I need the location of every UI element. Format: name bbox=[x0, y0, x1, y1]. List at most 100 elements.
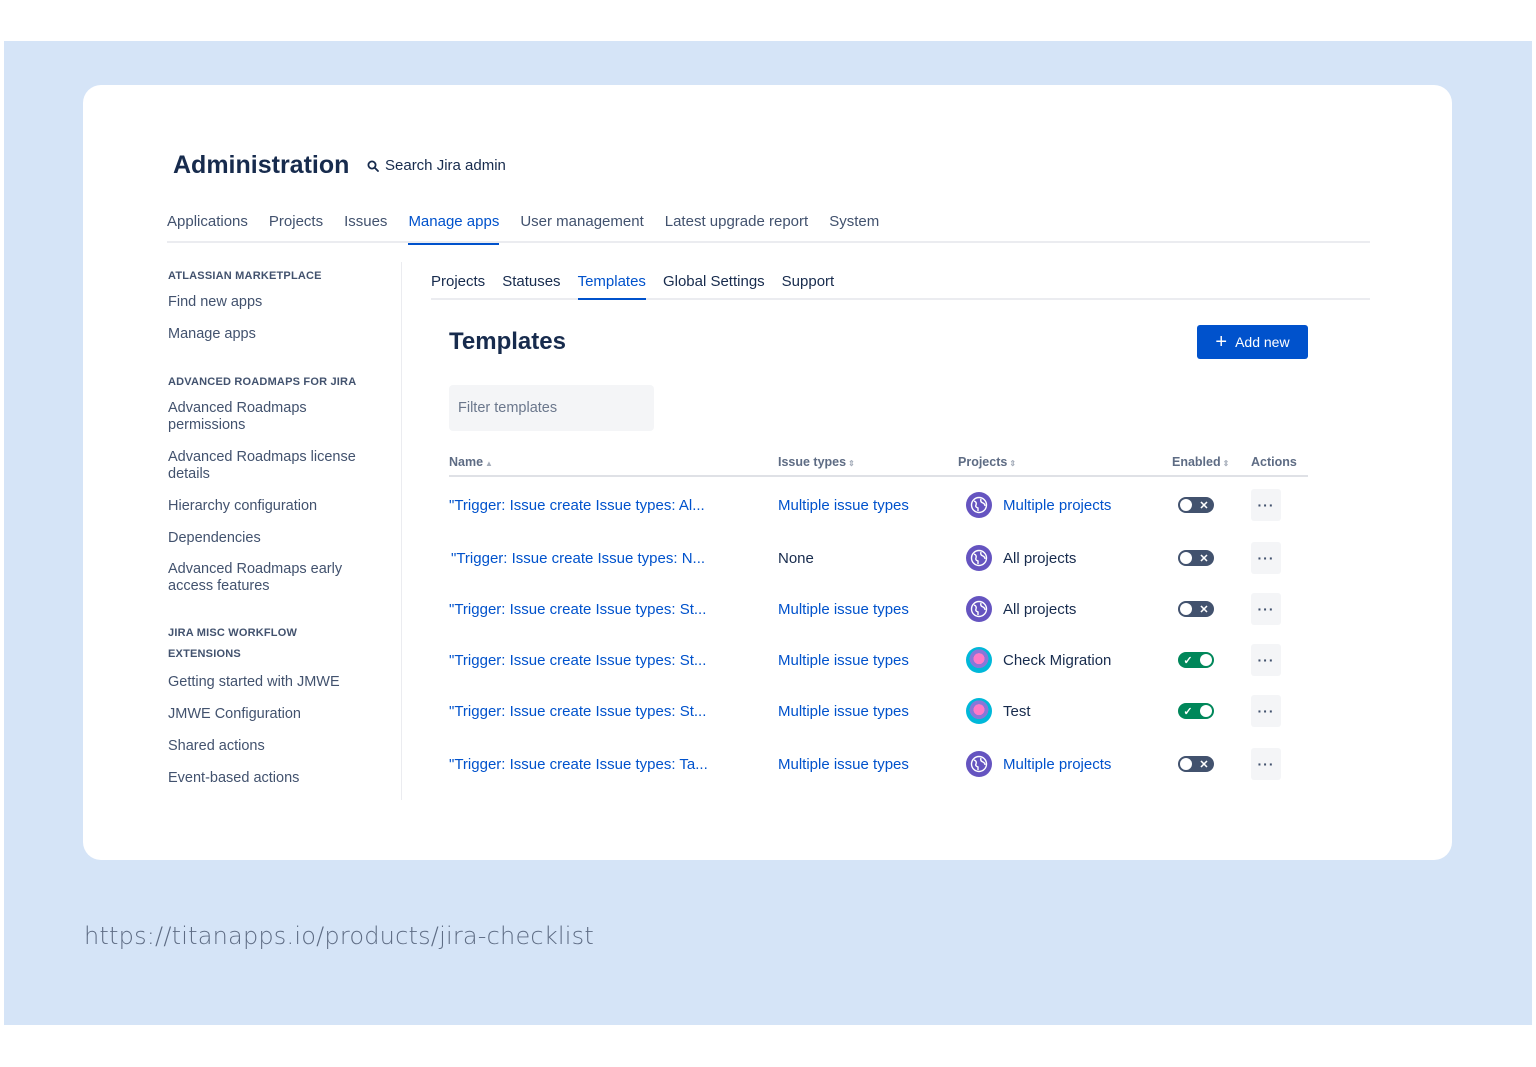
column-header-issue-types-label: Issue types bbox=[778, 455, 847, 469]
tab-projects[interactable]: Projects bbox=[268, 213, 324, 230]
more-actions-button[interactable]: ··· bbox=[1251, 748, 1281, 780]
subtab-projects[interactable]: Projects bbox=[431, 273, 486, 290]
template-name-link[interactable]: "Trigger: Issue create Issue types: Al..… bbox=[449, 496, 705, 514]
enabled-cell: ✕ bbox=[1178, 488, 1214, 522]
template-name-link[interactable]: "Trigger: Issue create Issue types: St..… bbox=[449, 702, 707, 720]
actions-cell: ··· bbox=[1251, 694, 1281, 728]
sidebar-item-hierarchy-configuration[interactable]: Hierarchy configuration bbox=[168, 498, 318, 514]
project-label: Test bbox=[1003, 702, 1031, 720]
enabled-toggle[interactable]: ✕ bbox=[1178, 497, 1214, 513]
enabled-toggle[interactable]: ✓ bbox=[1178, 652, 1214, 668]
sidebar-item-advanced-roadmaps-license-details[interactable]: Advanced Roadmaps license details bbox=[168, 449, 356, 482]
more-actions-button[interactable]: ··· bbox=[1251, 542, 1281, 574]
table-row: "Trigger: Issue create Issue types: Ta..… bbox=[449, 747, 1308, 781]
sidebar-item-find-new-apps[interactable]: Find new apps bbox=[168, 294, 263, 310]
enabled-toggle[interactable]: ✕ bbox=[1178, 601, 1214, 617]
tab-issues[interactable]: Issues bbox=[344, 213, 388, 230]
project-cell: All projects bbox=[966, 541, 1076, 575]
project-label: All projects bbox=[1003, 600, 1077, 618]
tab-latest-upgrade-report[interactable]: Latest upgrade report bbox=[664, 213, 809, 230]
sidebar-item-advanced-roadmaps-permissions[interactable]: Advanced Roadmaps permissions bbox=[168, 400, 307, 433]
filter-templates-input[interactable] bbox=[449, 385, 654, 431]
project-cell: All projects bbox=[966, 592, 1076, 626]
sidebar-item-getting-started-with-jmwe[interactable]: Getting started with JMWE bbox=[168, 674, 340, 690]
column-header-name[interactable]: Name ▲ bbox=[449, 455, 493, 469]
app-sub-nav: Projects Statuses Templates Global Settings… bbox=[431, 273, 1370, 300]
globe-icon bbox=[966, 492, 992, 518]
issue-types-cell[interactable]: Multiple issue types bbox=[778, 702, 909, 720]
search-icon bbox=[367, 160, 379, 172]
more-actions-button[interactable]: ··· bbox=[1251, 593, 1281, 625]
enabled-cell: ✕ bbox=[1178, 592, 1214, 626]
tab-system[interactable]: System bbox=[829, 213, 880, 230]
tab-manage-apps[interactable]: Manage apps bbox=[408, 213, 499, 245]
template-name-link[interactable]: "Trigger: Issue create Issue types: St..… bbox=[449, 600, 707, 618]
project-avatar-icon bbox=[966, 698, 992, 724]
column-header-issue-types[interactable]: Issue types ⇕ bbox=[778, 455, 855, 469]
template-name-link[interactable]: "Trigger: Issue create Issue types: Ta..… bbox=[449, 755, 708, 773]
subtab-templates[interactable]: Templates bbox=[577, 273, 647, 300]
add-new-label: Add new bbox=[1235, 334, 1290, 350]
project-cell: Test bbox=[966, 694, 1031, 728]
sidebar-item-manage-apps[interactable]: Manage apps bbox=[168, 326, 256, 342]
actions-cell: ··· bbox=[1251, 643, 1281, 677]
close-icon: ✕ bbox=[1199, 758, 1209, 771]
enabled-cell: ✓ bbox=[1178, 643, 1214, 677]
column-header-name-label: Name bbox=[449, 455, 484, 469]
source-url: https://titanapps.io/products/jira-check… bbox=[84, 922, 594, 950]
table-row: "Trigger: Issue create Issue types: St..… bbox=[449, 694, 1308, 728]
enabled-cell: ✓ bbox=[1178, 694, 1214, 728]
column-header-enabled-label: Enabled bbox=[1172, 455, 1221, 469]
issue-types-cell[interactable]: Multiple issue types bbox=[778, 651, 909, 669]
sidebar-section-heading: ADVANCED ROADMAPS FOR JIRA bbox=[168, 376, 357, 388]
sort-icon: ⇕ bbox=[848, 459, 855, 468]
project-label: Check Migration bbox=[1003, 651, 1112, 669]
admin-search-label[interactable]: Search Jira admin bbox=[385, 157, 506, 174]
project-cell: Multiple projects bbox=[966, 747, 1111, 781]
toggle-knob bbox=[1180, 603, 1192, 615]
actions-cell: ··· bbox=[1251, 592, 1281, 626]
sidebar-section-heading: ATLASSIAN MARKETPLACE bbox=[168, 270, 322, 282]
tab-user-management[interactable]: User management bbox=[520, 213, 644, 230]
toggle-knob bbox=[1180, 552, 1192, 564]
column-header-actions: Actions bbox=[1251, 455, 1297, 469]
subtab-statuses[interactable]: Statuses bbox=[502, 273, 561, 290]
subtab-support[interactable]: Support bbox=[781, 273, 835, 290]
sort-icon: ⇕ bbox=[1009, 459, 1017, 468]
sidebar-item-shared-actions[interactable]: Shared actions bbox=[168, 738, 265, 754]
column-header-enabled[interactable]: Enabled ⇕ bbox=[1172, 455, 1229, 469]
project-label[interactable]: Multiple projects bbox=[1003, 496, 1112, 514]
sidebar-item-event-based-actions[interactable]: Event-based actions bbox=[168, 770, 300, 786]
table-row: "Trigger: Issue create Issue types: St..… bbox=[449, 592, 1308, 626]
project-label: All projects bbox=[1003, 549, 1077, 567]
more-actions-button[interactable]: ··· bbox=[1251, 695, 1281, 727]
template-name-link[interactable]: "Trigger: Issue create Issue types: St..… bbox=[449, 651, 707, 669]
enabled-toggle[interactable]: ✕ bbox=[1178, 550, 1214, 566]
issue-types-cell[interactable]: Multiple issue types bbox=[778, 755, 909, 773]
tab-applications[interactable]: Applications bbox=[167, 213, 248, 230]
subtab-global-settings[interactable]: Global Settings bbox=[662, 273, 765, 290]
add-new-button[interactable]: + Add new bbox=[1197, 325, 1308, 359]
project-cell: Check Migration bbox=[966, 643, 1111, 677]
toggle-knob bbox=[1180, 499, 1192, 511]
page-header-title: Administration bbox=[173, 151, 350, 179]
actions-cell: ··· bbox=[1251, 488, 1281, 522]
template-name-link[interactable]: "Trigger: Issue create Issue types: N... bbox=[451, 549, 706, 567]
table-row: "Trigger: Issue create Issue types: St..… bbox=[449, 643, 1308, 677]
actions-cell: ··· bbox=[1251, 541, 1281, 575]
enabled-toggle[interactable]: ✓ bbox=[1178, 703, 1214, 719]
issue-types-cell[interactable]: Multiple issue types bbox=[778, 600, 909, 618]
sidebar-item-advanced-roadmaps-early-access-features[interactable]: Advanced Roadmaps early access features bbox=[168, 561, 343, 594]
enabled-toggle[interactable]: ✕ bbox=[1178, 756, 1214, 772]
sidebar-item-dependencies[interactable]: Dependencies bbox=[168, 530, 261, 546]
toggle-knob bbox=[1180, 758, 1192, 770]
issue-types-cell[interactable]: Multiple issue types bbox=[778, 496, 909, 514]
project-label[interactable]: Multiple projects bbox=[1003, 755, 1112, 773]
more-actions-button[interactable]: ··· bbox=[1251, 489, 1281, 521]
admin-search[interactable]: Search Jira admin bbox=[367, 157, 506, 174]
more-actions-button[interactable]: ··· bbox=[1251, 644, 1281, 676]
column-header-projects[interactable]: Projects ⇕ bbox=[958, 455, 1016, 469]
sidebar-item-jmwe-configuration[interactable]: JMWE Configuration bbox=[168, 706, 301, 722]
plus-icon: + bbox=[1215, 331, 1228, 353]
sort-asc-icon: ▲ bbox=[485, 459, 493, 468]
